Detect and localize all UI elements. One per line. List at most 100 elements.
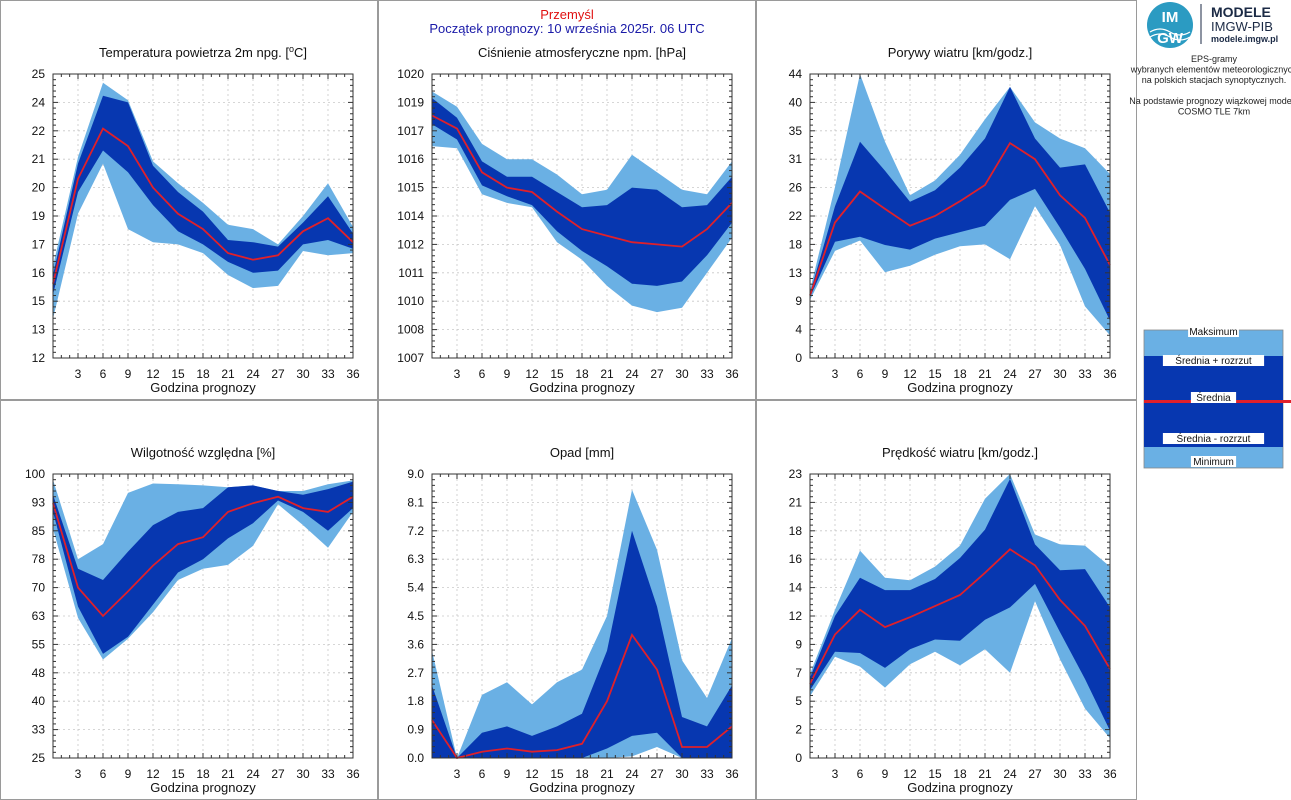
y-tick-label: 55 [32, 637, 46, 651]
y-tick-label: 7 [795, 666, 802, 680]
x-tick-label: 36 [1103, 767, 1117, 781]
x-tick-label: 6 [857, 767, 864, 781]
x-tick-label: 18 [575, 367, 589, 381]
x-tick-label: 24 [625, 767, 639, 781]
y-tick-label: 18 [789, 237, 803, 251]
y-tick-label: 35 [789, 124, 803, 138]
x-tick-label: 21 [600, 767, 614, 781]
ticks [52, 473, 354, 759]
y-tick-label: 1012 [397, 237, 424, 251]
x-tick-label: 27 [650, 367, 664, 381]
y-tick-label: 93 [32, 495, 46, 509]
y-tick-label: 15 [32, 294, 46, 308]
imgw-logo: IM GW MODELE IMGW-PIB modele.imgw.pl [1147, 2, 1278, 48]
y-tick-label: 9 [795, 637, 802, 651]
logo-mark-bottom: GW [1157, 30, 1184, 47]
x-tick-label: 15 [928, 767, 942, 781]
x-tick-label: 30 [1053, 367, 1067, 381]
y-tick-label: 9.0 [407, 467, 424, 481]
y-tick-label: 78 [32, 552, 46, 566]
x-tick-label: 30 [675, 367, 689, 381]
chart-title-main: Temperatura powietrza 2m npg. [ [99, 45, 289, 60]
x-tick-label: 36 [346, 367, 360, 381]
x-tick-label: 24 [1003, 767, 1017, 781]
y-tick-label: 70 [32, 581, 46, 595]
legend-minimum: Minimum [1193, 457, 1234, 468]
x-axis-label: Godzina prognozy [150, 780, 256, 795]
x-tick-label: 18 [953, 767, 967, 781]
legend-mean-bg [1190, 392, 1237, 403]
band-spread [432, 98, 732, 286]
y-tick-label: 22 [789, 209, 803, 223]
y-tick-label: 2.7 [407, 666, 424, 680]
x-tick-label: 27 [271, 367, 285, 381]
band-spread [810, 478, 1110, 731]
x-tick-label: 6 [857, 367, 864, 381]
y-tick-label: 20 [32, 181, 46, 195]
mean-line [431, 633, 733, 760]
y-tick-label: 5.4 [407, 581, 424, 595]
mean-line [809, 141, 1111, 296]
legend-mean-plus-spread: Średnia + rozrzut [1175, 354, 1252, 367]
x-tick-label: 3 [75, 367, 82, 381]
legend-maximum: Maksimum [1189, 327, 1237, 338]
x-tick-label: 27 [1028, 767, 1042, 781]
x-tick-label: 33 [321, 767, 335, 781]
y-tick-label: 40 [789, 95, 803, 109]
y-tick-label: 1020 [397, 67, 424, 81]
legend-mean-minus-spread: Średnia - rozrzut [1177, 432, 1251, 445]
y-tick-label: 85 [32, 524, 46, 538]
y-tick-label: 5 [795, 694, 802, 708]
x-axis-label: Godzina prognozy [907, 780, 1013, 795]
x-tick-label: 9 [504, 367, 511, 381]
chart-precip: 0.00.91.82.73.64.55.46.37.28.19.03 6 9 12 15… [407, 445, 739, 795]
mean-line [431, 114, 733, 248]
chart-title-sup: o [289, 44, 294, 54]
x-tick-label: 12 [146, 767, 160, 781]
panel-border [378, 0, 756, 400]
x-tick-label: 15 [928, 367, 942, 381]
band-spread [53, 481, 353, 654]
panel-border [0, 0, 378, 400]
x-tick-label: 27 [271, 767, 285, 781]
x-tick-label: 33 [1078, 367, 1092, 381]
legend-mean: Średnia [1196, 391, 1231, 404]
y-tick-label: 1008 [397, 323, 424, 337]
x-tick-label: 3 [454, 367, 461, 381]
side-info-line: Na podstawie prognozy wiązkowej modelu [1129, 96, 1291, 106]
y-tick-label: 1019 [397, 95, 424, 109]
x-tick-label: 9 [882, 367, 889, 381]
x-tick-label: 6 [100, 767, 107, 781]
y-tick-label: 7.2 [407, 524, 424, 538]
mean-line [52, 127, 354, 284]
x-tick-label: 18 [953, 367, 967, 381]
y-tick-label: 16 [789, 552, 803, 566]
y-tick-label: 19 [32, 209, 46, 223]
x-tick-label: 27 [1028, 367, 1042, 381]
x-tick-label: 15 [550, 767, 564, 781]
x-tick-label: 33 [321, 367, 335, 381]
y-tick-label: 25 [32, 67, 46, 81]
legend-mean-plus-spread-bg [1162, 355, 1265, 366]
band-spread [432, 530, 732, 758]
y-tick-label: 100 [25, 467, 45, 481]
x-tick-label: 9 [125, 767, 132, 781]
y-tick-label: 14 [789, 581, 803, 595]
logo-mark [1147, 2, 1193, 48]
x-tick-label: 6 [100, 367, 107, 381]
x-tick-label: 12 [903, 367, 917, 381]
x-tick-label: 24 [246, 767, 260, 781]
side-info-line: na polskich stacjach synoptycznych. [1142, 75, 1287, 85]
x-tick-label: 33 [700, 767, 714, 781]
panel-border [0, 400, 378, 800]
mean-line [52, 495, 354, 618]
x-tick-label: 30 [296, 367, 310, 381]
y-tick-label: 16 [32, 266, 46, 280]
forecast-start: Początek prognozy: 10 września 2025r. 06… [429, 21, 704, 36]
station-name: Przemyśl [540, 7, 594, 22]
ticks [52, 73, 354, 359]
x-tick-label: 36 [725, 367, 739, 381]
